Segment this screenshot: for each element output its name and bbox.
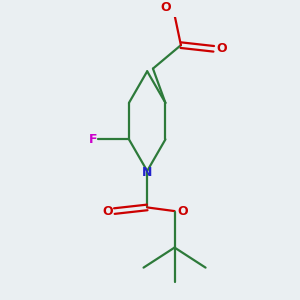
Text: F: F [88, 133, 97, 146]
Text: O: O [177, 205, 188, 218]
Text: O: O [102, 205, 113, 218]
Text: N: N [142, 166, 152, 179]
Text: O: O [160, 1, 171, 14]
Text: O: O [216, 42, 227, 55]
